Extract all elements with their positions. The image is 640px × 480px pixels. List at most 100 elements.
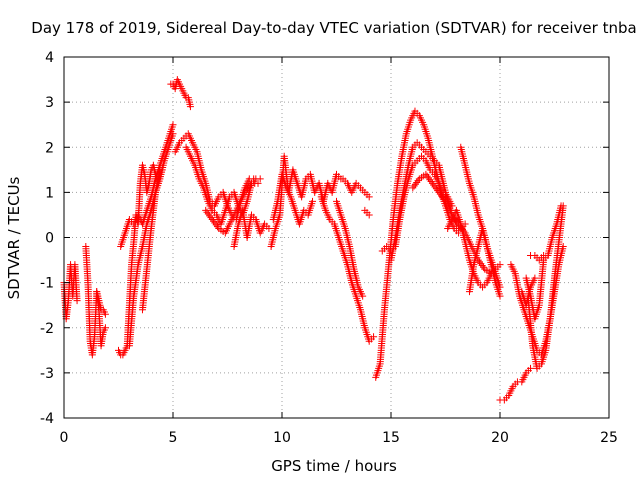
data-point [370, 333, 378, 341]
data-point [557, 202, 565, 210]
data-point-fill [212, 221, 220, 229]
data-point [101, 310, 109, 318]
data-point-fill [436, 190, 444, 198]
data-point [527, 364, 535, 372]
data-point-fill [413, 178, 421, 186]
data-point [365, 193, 373, 201]
data-point [365, 211, 373, 219]
data-point-fill [438, 192, 446, 200]
data-point-fill [477, 260, 485, 268]
series-arc-ac [522, 202, 565, 323]
y-tick-label: -3 [40, 366, 54, 382]
x-tick-label: 20 [491, 430, 509, 446]
data-point-fill [434, 187, 442, 195]
data-point [241, 188, 249, 196]
series-arc-q [339, 175, 373, 201]
series-arc-w [444, 206, 504, 291]
series-arc-c [93, 288, 109, 318]
y-tick-label: -4 [40, 411, 54, 427]
data-point [254, 179, 262, 187]
series-arc-p [333, 197, 367, 300]
series-arc-ad [527, 252, 548, 264]
data-point-fill [246, 181, 254, 189]
series-arc-s [372, 107, 463, 381]
data-point-fill [430, 181, 438, 189]
data-point-fill [424, 174, 432, 182]
series-arc-u [387, 139, 469, 264]
y-tick-label: 4 [45, 50, 54, 66]
axes: 0 5 10 15 20 25 -4 -3 -2 -1 0 1 2 3 4 [40, 50, 618, 446]
y-tick-label: 3 [45, 95, 54, 111]
data-point-fill [479, 263, 487, 271]
data-point-fill [245, 183, 253, 191]
data-point-fill [414, 177, 422, 185]
series-arc-x [457, 143, 504, 291]
data-point [531, 274, 539, 282]
x-tick-label: 15 [382, 430, 400, 446]
data-point [101, 324, 109, 332]
data-point-fill [204, 210, 212, 218]
data-point [186, 103, 194, 111]
data-point-fill [206, 212, 214, 220]
series-arc-g [138, 166, 164, 314]
series-arc-n [269, 170, 317, 228]
data-point [208, 215, 216, 223]
data-point [169, 121, 177, 129]
series-arc-o [317, 193, 378, 345]
data-point-fill [213, 223, 221, 231]
y-tick-label: 1 [45, 185, 54, 201]
data-point [256, 175, 264, 183]
series-arc-y [465, 224, 504, 300]
series-arc-ae [518, 274, 539, 309]
series-arc-z [496, 364, 535, 404]
data-point [202, 206, 210, 214]
data-point [359, 292, 367, 300]
x-axis-title: GPS time / hours [271, 457, 397, 475]
data-point [428, 179, 436, 187]
x-tick-label: 25 [600, 430, 618, 446]
data-point [169, 130, 177, 138]
y-tick-label: 2 [45, 140, 54, 156]
data-point-fill [411, 180, 419, 188]
series-arc-i [171, 130, 258, 223]
x-tick-label: 0 [60, 430, 69, 446]
data-point [540, 252, 548, 260]
x-tick-label: 5 [169, 430, 178, 446]
data-point-fill [427, 178, 435, 186]
data-point [409, 184, 417, 192]
data-point [435, 188, 443, 196]
series-arc-b [82, 243, 109, 359]
data-point-fill [203, 208, 211, 216]
y-tick-label: -2 [40, 321, 54, 337]
series-arc-l [230, 206, 273, 251]
data-point-fill [207, 214, 215, 222]
data-point-fill [431, 183, 439, 191]
data-point-fill [440, 196, 448, 204]
series-arc-r [361, 206, 373, 219]
data-point-fill [478, 261, 486, 269]
data-point-fill [244, 185, 252, 193]
series-arc-k [202, 179, 262, 237]
data-point [156, 166, 164, 174]
data-point-fill [432, 185, 440, 193]
data-point-fill [410, 182, 418, 190]
chart-title: Day 178 of 2019, Sidereal Day-to-day VTE… [31, 19, 636, 37]
y-axis-title: SDTVAR / TECUs [5, 176, 23, 299]
data-points [60, 76, 567, 404]
y-tick-label: -1 [40, 276, 54, 292]
data-point-fill [439, 194, 447, 202]
series-arc-h [167, 76, 194, 111]
data-point-fill [426, 176, 434, 184]
series-arc-a [60, 261, 81, 323]
data-point [422, 170, 430, 178]
data-point [496, 292, 504, 300]
data-point [73, 297, 81, 305]
data-point-fill [242, 187, 250, 195]
data-point [309, 197, 317, 205]
data-point-fill [211, 219, 219, 227]
y-tick-label: 0 [45, 231, 54, 247]
data-point-fill [210, 217, 218, 225]
data-point [265, 224, 273, 232]
x-tick-label: 10 [273, 430, 291, 446]
